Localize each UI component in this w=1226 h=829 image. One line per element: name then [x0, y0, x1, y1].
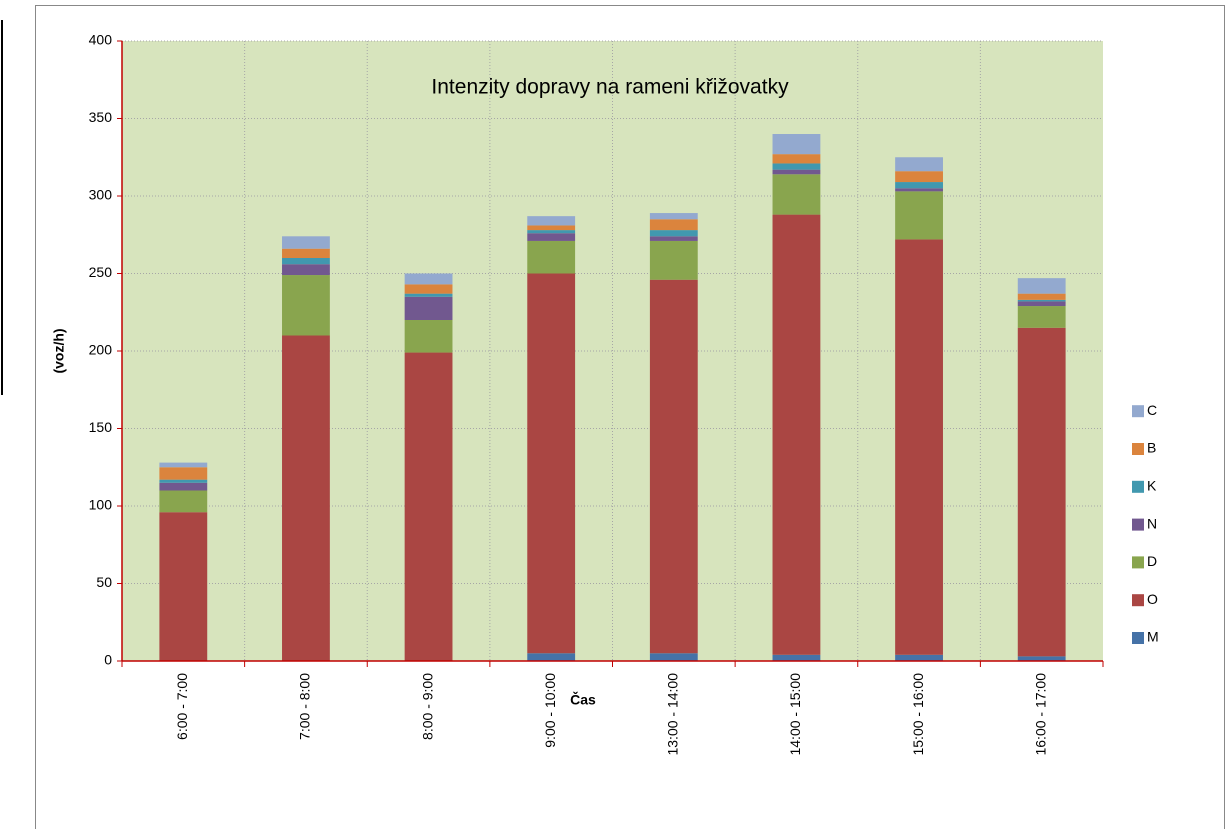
legend-swatch [1132, 405, 1144, 418]
bar-segment [1017, 301, 1066, 307]
y-axis-label: (voz/h) [51, 328, 67, 373]
bar-segment [404, 273, 453, 285]
bar-segment [649, 240, 698, 280]
bar-segment [895, 191, 943, 240]
legend-swatch [1132, 632, 1144, 644]
bar-segment [895, 239, 943, 655]
bar-segment [1017, 656, 1066, 661]
bar-segment [404, 296, 453, 320]
x-tick-label: 14:00 - 15:00 [787, 673, 803, 756]
bar-segment [1017, 306, 1066, 328]
legend-swatch [1132, 480, 1144, 493]
bar-segment [649, 279, 698, 654]
legend-label: K [1147, 478, 1157, 494]
bar-segment [772, 163, 821, 170]
chart-title: Intenzity dopravy na rameni křižovatky [431, 76, 789, 99]
bar-segment [404, 293, 453, 297]
bar-segment [1017, 299, 1066, 302]
y-tick-label: 150 [89, 419, 113, 435]
bar-segment [649, 236, 698, 241]
bar-segment [895, 182, 943, 189]
bar-segment [282, 258, 330, 265]
legend-label: N [1147, 515, 1157, 531]
bar-segment [895, 654, 943, 661]
y-tick-label: 250 [89, 264, 113, 280]
bar-segment [895, 188, 943, 192]
bar-segment [772, 654, 821, 661]
bar-segment [527, 233, 576, 241]
bar-segment [159, 512, 208, 661]
legend-swatch [1132, 518, 1144, 531]
legend-label: C [1147, 402, 1157, 418]
bar-segment [1017, 327, 1066, 657]
x-tick-label: 16:00 - 17:00 [1032, 673, 1048, 756]
bar-segment [527, 653, 576, 661]
bar-segment [1017, 293, 1066, 300]
x-tick-label: 6:00 - 7:00 [174, 673, 190, 740]
bar-segment [404, 320, 453, 353]
legend-swatch [1132, 594, 1144, 607]
x-axis-label: Čas [570, 691, 596, 708]
bar-segment [772, 154, 821, 164]
legend-label: O [1147, 591, 1158, 607]
bar-segment [282, 264, 330, 276]
bar-segment [159, 467, 208, 480]
bar-segment [404, 352, 453, 661]
x-tick-label: 15:00 - 16:00 [910, 673, 926, 756]
bar-segment [1017, 278, 1066, 294]
bar-segment [282, 335, 330, 661]
y-tick-label: 400 [89, 32, 113, 48]
bar-segment [404, 284, 453, 294]
bar-segment [772, 169, 821, 175]
bar-segment [282, 236, 330, 249]
bar-segment [282, 275, 330, 336]
bar-segment [772, 214, 821, 655]
bar-segment [527, 230, 576, 234]
y-tick-label: 50 [96, 574, 112, 590]
bar-segment [282, 248, 330, 258]
bar-segment [649, 230, 698, 237]
bar-segment [895, 171, 943, 183]
bar-segment [649, 219, 698, 231]
y-tick-label: 300 [89, 187, 113, 203]
x-tick-label: 8:00 - 9:00 [419, 673, 435, 740]
y-tick-label: 200 [89, 342, 113, 358]
legend-swatch [1132, 556, 1144, 569]
bar-segment [527, 216, 576, 226]
y-tick-label: 100 [89, 497, 113, 513]
x-tick-label: 9:00 - 10:00 [542, 673, 558, 748]
legend-label: D [1147, 553, 1157, 569]
bar-segment [159, 479, 208, 483]
y-tick-label: 0 [104, 652, 112, 668]
legend-label: B [1147, 440, 1156, 456]
bar-segment [527, 240, 576, 274]
bar-segment [772, 134, 821, 155]
bar-segment [649, 213, 698, 220]
bar-segment [649, 653, 698, 661]
x-tick-label: 13:00 - 14:00 [665, 673, 681, 756]
x-tick-label: 7:00 - 8:00 [297, 673, 313, 740]
bar-segment [772, 174, 821, 215]
legend-label: M [1147, 629, 1159, 645]
bar-segment [527, 225, 576, 231]
y-tick-label: 350 [89, 109, 113, 125]
bar-segment [895, 157, 943, 172]
legend-swatch [1132, 443, 1144, 455]
bar-segment [527, 273, 576, 654]
bar-segment [159, 482, 208, 491]
bar-segment [159, 490, 208, 513]
bar-segment [159, 462, 208, 468]
